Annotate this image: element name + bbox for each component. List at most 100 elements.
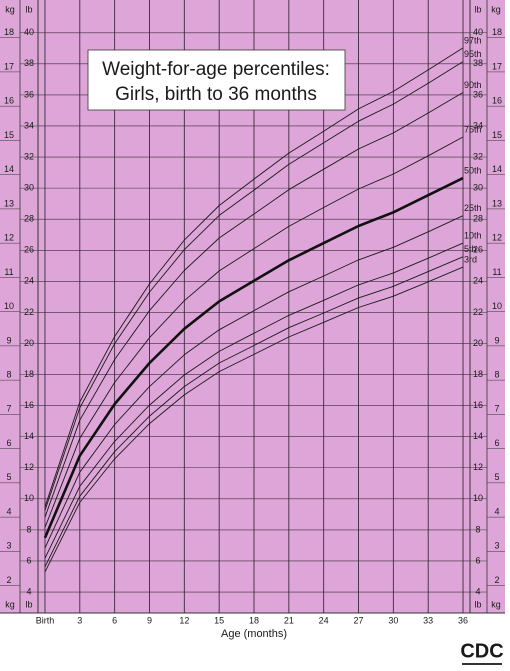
x-tick-label: 30 xyxy=(388,615,398,625)
y-tick-label: 17 xyxy=(4,61,14,71)
y-tick-label: 12 xyxy=(4,233,14,243)
series-label: 75th xyxy=(464,124,482,134)
chart-subtitle: Girls, birth to 36 months xyxy=(115,84,317,105)
y2-tick-label: 24 xyxy=(473,276,483,286)
series-label: 50th xyxy=(464,165,482,175)
y2-unit: lb xyxy=(25,599,32,609)
y2-tick-label: 30 xyxy=(473,183,483,193)
y2-tick-label: 26 xyxy=(24,245,34,255)
series-label: 5th xyxy=(464,244,477,254)
y2-tick-label: 38 xyxy=(24,58,34,68)
y-tick-label: 11 xyxy=(4,267,13,277)
series-group xyxy=(43,47,464,573)
x-tick-label: 3 xyxy=(77,615,82,625)
y2-tick-label: 8 xyxy=(475,524,480,534)
y2-tick-label: 32 xyxy=(473,151,483,161)
series-label: 90th xyxy=(464,80,482,90)
y-tick-label: 4 xyxy=(6,506,11,516)
y2-tick-label: 4 xyxy=(475,586,480,596)
y-tick-label: 8 xyxy=(6,370,11,380)
y-tick-label: 6 xyxy=(494,438,499,448)
y-unit: kg xyxy=(491,599,501,609)
percentile-line xyxy=(43,176,464,539)
y2-tick-label: 22 xyxy=(24,307,34,317)
y2-tick-label: 18 xyxy=(24,369,34,379)
percentile-line xyxy=(44,256,464,567)
y2-tick-label: 32 xyxy=(24,151,34,161)
title-box xyxy=(87,49,346,111)
y-tick-label: 18 xyxy=(492,27,502,37)
percentile-line xyxy=(44,47,464,507)
logo: CDC xyxy=(460,640,503,662)
x-tick-label: 36 xyxy=(458,615,468,625)
x-tick-label: 27 xyxy=(354,615,364,625)
y-tick-label: 2 xyxy=(6,575,11,585)
y2-tick-label: 38 xyxy=(473,58,483,68)
y-tick-label: 10 xyxy=(4,301,14,311)
y-tick-label: 3 xyxy=(494,541,499,551)
percentile-line xyxy=(44,92,464,518)
y-tick-label: 10 xyxy=(492,301,502,311)
y-unit: kg xyxy=(491,4,501,14)
series-label: 10th xyxy=(464,231,482,241)
y2-tick-label: 34 xyxy=(473,120,483,130)
y-tick-label: 13 xyxy=(492,198,502,208)
y-tick-label: 5 xyxy=(6,472,11,482)
y2-unit: lb xyxy=(25,4,32,14)
y2-tick-label: 34 xyxy=(24,120,34,130)
y2-tick-label: 10 xyxy=(24,493,34,503)
y-unit: kg xyxy=(5,4,15,14)
y2-unit: lb xyxy=(474,599,481,609)
x-tick-label: 12 xyxy=(179,615,189,625)
y-tick-label: 7 xyxy=(494,404,499,414)
y2-tick-label: 14 xyxy=(24,431,34,441)
x-tick-label: 24 xyxy=(319,615,329,625)
y-tick-label: 5 xyxy=(494,472,499,482)
y-tick-label: 13 xyxy=(4,198,14,208)
percentile-line xyxy=(44,266,464,573)
y2-tick-label: 16 xyxy=(473,400,483,410)
y2-tick-label: 40 xyxy=(473,27,483,37)
y2-tick-label: 18 xyxy=(473,369,483,379)
y2-tick-label: 22 xyxy=(473,307,483,317)
y2-tick-label: 12 xyxy=(24,462,34,472)
x-tick-label: 15 xyxy=(214,615,224,625)
series-label: 3rd xyxy=(464,254,477,264)
y2-tick-label: 8 xyxy=(26,524,31,534)
y2-tick-label: 10 xyxy=(473,493,483,503)
y2-tick-label: 6 xyxy=(26,555,31,565)
x-tick-label: 18 xyxy=(249,615,259,625)
percentile-line xyxy=(44,242,464,559)
x-tick-label: 9 xyxy=(147,615,152,625)
y-tick-label: 16 xyxy=(492,96,502,106)
y-tick-label: 9 xyxy=(494,335,499,345)
y2-tick-label: 36 xyxy=(24,89,34,99)
x-tick-label: Birth xyxy=(36,615,55,625)
y2-tick-label: 12 xyxy=(473,462,483,472)
y-tick-label: 6 xyxy=(6,438,11,448)
y2-tick-label: 14 xyxy=(473,431,483,441)
y-tick-label: 2 xyxy=(494,575,499,585)
percentile-line xyxy=(44,61,464,511)
y-tick-label: 4 xyxy=(494,506,499,516)
y-tick-label: 3 xyxy=(6,541,11,551)
percentile-line xyxy=(44,136,464,528)
series-label: 95th xyxy=(464,49,482,59)
chart-title: Weight-for-age percentiles: xyxy=(102,59,330,80)
x-tick-label: 6 xyxy=(112,615,117,625)
series-label: 97th xyxy=(464,35,482,45)
y-unit: kg xyxy=(5,599,15,609)
y2-tick-label: 6 xyxy=(475,555,480,565)
y-tick-label: 11 xyxy=(492,267,501,277)
y-tick-label: 16 xyxy=(4,96,14,106)
y2-tick-label: 20 xyxy=(473,338,483,348)
y2-tick-label: 36 xyxy=(473,89,483,99)
x-axis-label: Age (months) xyxy=(221,628,287,640)
y2-unit: lb xyxy=(474,4,481,14)
y-tick-label: 7 xyxy=(6,404,11,414)
y2-tick-label: 28 xyxy=(24,214,34,224)
x-tick-label: 33 xyxy=(423,615,433,625)
y2-tick-label: 26 xyxy=(473,245,483,255)
